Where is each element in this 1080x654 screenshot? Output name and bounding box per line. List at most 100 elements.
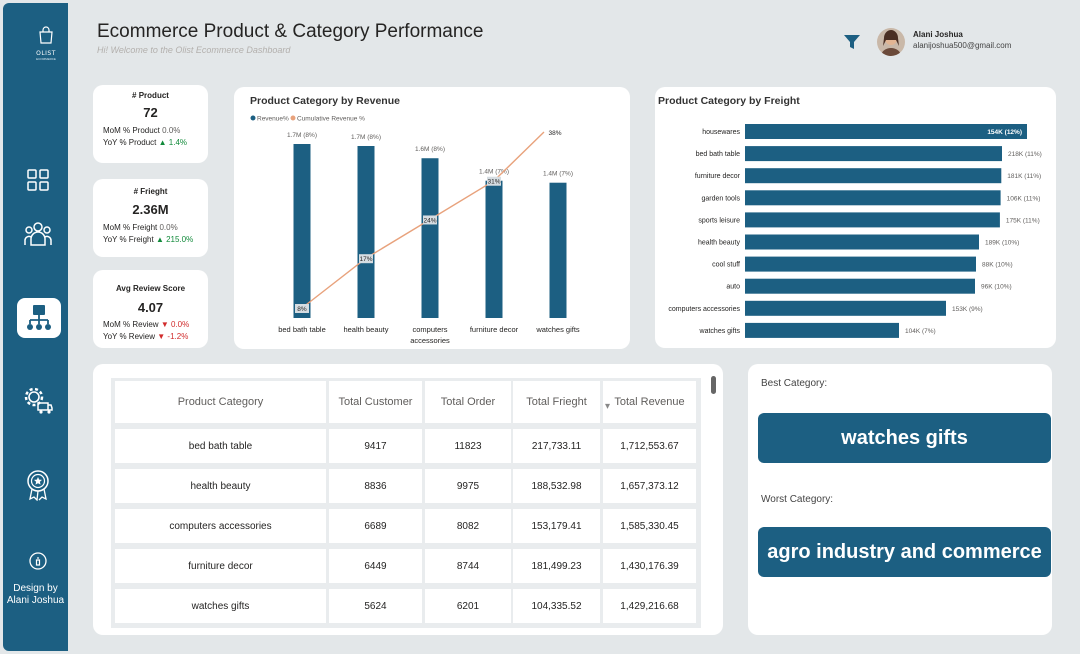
- table-cell: 8744: [425, 549, 511, 583]
- table-cell: 6449: [329, 549, 422, 583]
- legend-cumulative-label[interactable]: Cumulative Revenue %: [297, 116, 365, 123]
- kpi-card-product: # Product 72 MoM % Product 0.0% YoY % Pr…: [93, 85, 208, 163]
- revenue-bar-label: 1.4M (7%): [543, 171, 573, 178]
- cumulative-point-label: 8%: [297, 306, 307, 313]
- sidebar-item-product-category[interactable]: [17, 298, 61, 338]
- kpi-value: 2.36M: [132, 202, 169, 217]
- freight-bar[interactable]: [745, 300, 946, 316]
- table-cell: 1,429,216.68: [603, 589, 696, 623]
- freight-bar[interactable]: [745, 190, 1001, 206]
- freight-bar[interactable]: [745, 146, 1002, 162]
- freight-bar-label: 175K (11%): [1006, 217, 1040, 224]
- kpi-mom-label: MoM % Product: [103, 126, 160, 135]
- y-tick-label: furniture decor: [695, 173, 741, 180]
- product-category-icon: [27, 305, 51, 330]
- cumulative-point-label: 38%: [548, 130, 561, 137]
- chart-title: Product Category by Freight: [658, 95, 800, 107]
- kpi-card-freight: # Frieght 2.36M MoM % Freight 0.0% YoY %…: [93, 179, 208, 257]
- kpi-yoy: YoY % Freight ▲ 215.0%: [103, 235, 193, 244]
- freight-bar[interactable]: [745, 322, 899, 338]
- table-cell: 1,430,176.39: [603, 549, 696, 583]
- column-header-label: Total Frieght: [526, 396, 587, 408]
- sidebar: OLIST ECOMMERCE: [3, 3, 68, 651]
- freight-bar-label: 153K (9%): [952, 306, 983, 313]
- table-cell: 181,499.23: [513, 549, 600, 583]
- freight-bar[interactable]: [745, 212, 1000, 228]
- table-cell: 8836: [329, 469, 422, 503]
- kpi-yoy: YoY % Review ▼ -1.2%: [103, 332, 188, 341]
- column-header[interactable]: Total Frieght: [513, 381, 600, 423]
- kpi-mom-label: MoM % Freight: [103, 223, 158, 232]
- sidebar-item-logistics[interactable]: [18, 381, 58, 421]
- arrow-up-icon: ▲: [155, 235, 164, 244]
- freight-bar[interactable]: [745, 278, 975, 294]
- best-category-value: watches gifts: [758, 413, 1051, 463]
- revenue-bar-label: 1.7M (8%): [351, 134, 381, 141]
- chart-title: Product Category by Revenue: [250, 95, 400, 107]
- column-header[interactable]: ▾ Total Revenue: [603, 381, 696, 423]
- freight-bar-label: 189K (10%): [985, 240, 1019, 247]
- freight-bar[interactable]: [745, 124, 1027, 139]
- table-row-category[interactable]: computers accessories: [115, 509, 326, 543]
- column-header[interactable]: Product Category: [115, 381, 326, 423]
- kpi-yoy-label: YoY % Product: [103, 138, 157, 147]
- olist-logo: OLIST ECOMMERCE: [26, 25, 66, 65]
- worst-category-label: Worst Category:: [761, 494, 834, 505]
- avatar[interactable]: [877, 28, 905, 56]
- table-scrollbar[interactable]: [711, 376, 716, 394]
- table-row-category[interactable]: health beauty: [115, 469, 326, 503]
- cumulative-point-label: 17%: [359, 256, 372, 263]
- column-header-label: Total Revenue: [614, 396, 685, 408]
- sort-desc-icon[interactable]: ▾: [605, 401, 611, 412]
- cumulative-point-label: 31%: [487, 179, 500, 186]
- table-row-category[interactable]: furniture decor: [115, 549, 326, 583]
- table-cell: 9417: [329, 429, 422, 463]
- revenue-bar[interactable]: [421, 158, 439, 318]
- column-header-label: Total Customer: [338, 396, 413, 408]
- freight-bar[interactable]: [745, 168, 1002, 184]
- filter-icon[interactable]: [843, 33, 861, 51]
- kpi-title: # Product: [132, 91, 169, 100]
- column-header[interactable]: Total Customer: [329, 381, 422, 423]
- cumulative-label-bg: [423, 215, 437, 225]
- user-email: alanijoshua500@gmail.com: [913, 41, 1012, 50]
- kpi-yoy-value: -1.2%: [167, 332, 189, 341]
- arrow-down-icon: ▼: [160, 320, 169, 329]
- sidebar-item-reviews[interactable]: [18, 465, 58, 505]
- column-header-label: Total Order: [440, 396, 496, 408]
- table-cell: 188,532.98: [513, 469, 600, 503]
- revenue-bar[interactable]: [485, 180, 503, 318]
- y-tick-label: computers accessories: [668, 306, 740, 313]
- revenue-bar-label: 1.4M (7%): [479, 169, 509, 176]
- revenue-bar-label: 1.6M (8%): [415, 146, 445, 153]
- table-cell: 1,585,330.45: [603, 509, 696, 543]
- column-header[interactable]: Total Order: [425, 381, 511, 423]
- table-row-category[interactable]: watches gifts: [115, 589, 326, 623]
- legend-revenue-label[interactable]: Revenue%: [257, 116, 289, 123]
- revenue-bar[interactable]: [549, 182, 567, 318]
- sidebar-item-overview[interactable]: [18, 160, 58, 200]
- designer-info-icon: [18, 549, 58, 573]
- freight-bar-label: 88K (10%): [982, 262, 1013, 269]
- revenue-bar[interactable]: [357, 146, 375, 318]
- freight-bar-label: 181K (11%): [1007, 173, 1041, 180]
- arrow-down-icon: ▼: [157, 332, 166, 341]
- y-tick-label: cool stuff: [712, 262, 740, 269]
- legend-revenue-swatch: [250, 115, 256, 121]
- cumulative-point-label: 24%: [423, 217, 436, 224]
- table-row-category[interactable]: bed bath table: [115, 429, 326, 463]
- user-avatar-icon: [877, 28, 905, 56]
- kpi-mom: MoM % Freight 0.0%: [103, 223, 178, 232]
- freight-bar[interactable]: [745, 234, 979, 250]
- x-tick-label: accessories: [410, 336, 450, 345]
- sidebar-item-customers[interactable]: [18, 214, 58, 254]
- x-tick-label: bed bath table: [278, 325, 326, 334]
- cumulative-label-bg: [359, 254, 373, 264]
- revenue-bar[interactable]: [293, 144, 311, 318]
- review-award-icon: [27, 470, 49, 501]
- freight-bar[interactable]: [745, 256, 976, 272]
- dashboard-grid-icon: [27, 169, 49, 191]
- revenue-bar-label: 1.7M (8%): [287, 132, 317, 139]
- kpi-title: # Frieght: [133, 187, 168, 196]
